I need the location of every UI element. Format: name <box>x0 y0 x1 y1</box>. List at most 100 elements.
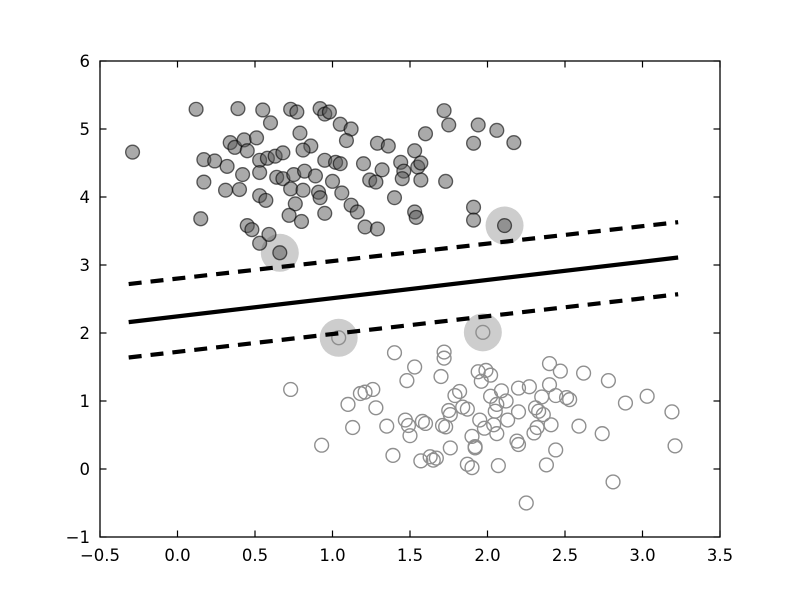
data-point <box>312 190 328 206</box>
data-point <box>374 162 390 178</box>
data-point <box>307 168 324 184</box>
data-point <box>510 380 527 396</box>
data-point <box>510 404 527 420</box>
x-tick-label: 1.5 <box>397 546 423 565</box>
class-upper-filled-points <box>124 101 522 261</box>
data-point <box>417 126 434 142</box>
class-lower-open-points <box>283 324 683 511</box>
data-point <box>600 373 617 389</box>
data-point <box>417 415 434 432</box>
data-point <box>402 428 418 444</box>
x-tick-label: 0.5 <box>242 546 268 565</box>
data-point <box>438 173 454 189</box>
data-point <box>248 130 265 146</box>
data-point <box>408 209 424 225</box>
data-point <box>399 373 415 389</box>
data-point <box>386 345 403 361</box>
data-point <box>368 174 384 190</box>
data-point <box>478 362 494 379</box>
support-vector-halo <box>319 318 358 357</box>
data-point <box>475 324 491 340</box>
data-point <box>605 474 621 490</box>
data-point <box>452 383 468 400</box>
data-point <box>230 101 246 117</box>
data-point <box>447 387 463 404</box>
data-point <box>349 204 365 220</box>
data-point <box>465 212 482 228</box>
data-point <box>369 221 386 237</box>
y-tick-label: 0 <box>80 460 91 479</box>
data-point <box>413 172 429 188</box>
y-tick-label: 1 <box>80 392 91 411</box>
data-point <box>428 450 444 466</box>
data-point <box>386 190 403 206</box>
data-point <box>476 420 493 436</box>
y-tick-label: 5 <box>80 120 91 139</box>
data-point <box>535 407 551 423</box>
data-point <box>436 344 452 360</box>
data-point <box>287 196 303 212</box>
x-tick-label: 1.0 <box>319 546 345 565</box>
data-point <box>261 226 277 242</box>
data-point <box>231 181 248 198</box>
data-point <box>459 401 475 417</box>
data-point <box>314 437 330 453</box>
data-point <box>472 412 488 428</box>
data-point <box>340 396 356 413</box>
data-point <box>345 419 361 436</box>
data-point <box>188 101 204 117</box>
data-point <box>295 142 311 158</box>
data-point <box>436 103 452 119</box>
data-point <box>541 356 558 372</box>
y-tick-label: 2 <box>80 324 91 343</box>
data-point <box>239 143 255 159</box>
data-point <box>489 426 505 442</box>
data-point <box>470 117 486 133</box>
y-tick-label: 4 <box>80 188 91 207</box>
data-point <box>506 135 522 151</box>
data-point <box>413 453 429 469</box>
data-point <box>281 207 297 223</box>
data-point <box>526 425 542 441</box>
data-point <box>252 164 268 181</box>
data-point <box>193 211 209 227</box>
data-point <box>639 388 655 404</box>
data-point <box>664 404 680 420</box>
data-point <box>255 102 271 118</box>
data-point <box>321 104 337 120</box>
margin-lower-line <box>128 292 679 360</box>
data-point <box>489 122 505 138</box>
support-vector-halos <box>260 206 524 357</box>
data-point <box>422 449 438 465</box>
data-point <box>425 452 441 468</box>
data-point <box>217 182 234 198</box>
data-point <box>438 419 454 435</box>
margin-upper-line <box>128 220 679 287</box>
data-point <box>667 438 683 454</box>
data-point <box>552 363 568 379</box>
decision-boundary-line <box>128 255 679 325</box>
data-point <box>414 413 431 430</box>
data-point <box>543 417 559 433</box>
data-point <box>357 219 373 235</box>
data-point <box>324 173 341 189</box>
data-point <box>368 400 384 416</box>
data-point <box>365 381 381 398</box>
data-point <box>548 442 564 458</box>
data-point <box>433 368 449 385</box>
data-point <box>594 426 610 442</box>
data-point <box>521 379 537 395</box>
data-point <box>289 104 305 120</box>
data-point <box>473 373 489 389</box>
data-point <box>464 460 480 476</box>
data-point <box>283 181 299 197</box>
data-point <box>394 171 410 187</box>
x-tick-label: 0.0 <box>164 546 190 565</box>
data-point <box>258 192 274 208</box>
data-point <box>496 217 513 234</box>
data-point <box>467 440 483 456</box>
axis-ticks <box>99 60 721 538</box>
data-point <box>272 245 288 261</box>
data-point <box>442 440 458 456</box>
